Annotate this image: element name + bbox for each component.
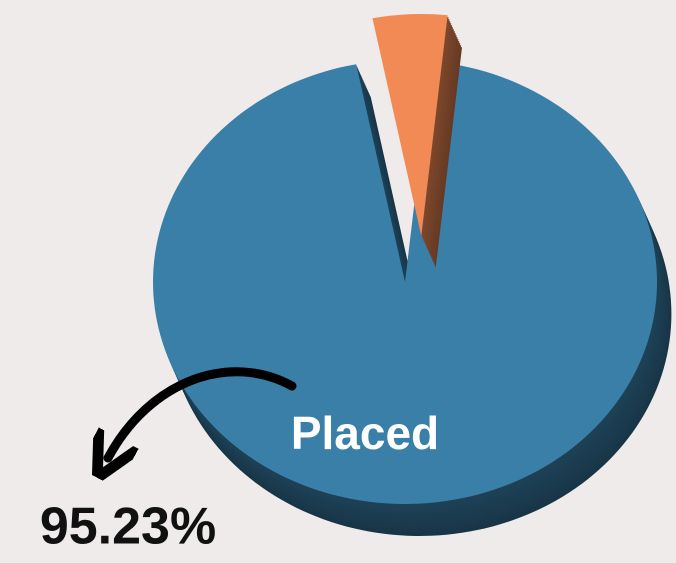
slice	[372, 14, 463, 269]
slice-top	[153, 61, 658, 505]
arrow	[108, 367, 297, 458]
pie	[153, 14, 672, 536]
slice-top	[372, 14, 448, 237]
value-label: 95.23%	[40, 498, 216, 556]
slice-label: Placed	[291, 407, 439, 459]
slice	[153, 61, 672, 536]
